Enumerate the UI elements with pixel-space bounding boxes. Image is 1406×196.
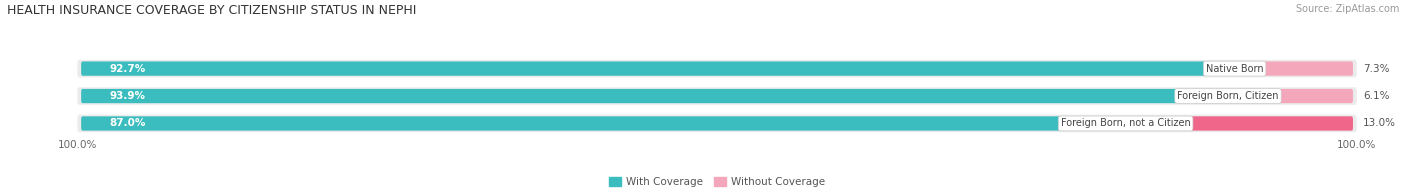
- FancyBboxPatch shape: [82, 62, 1264, 76]
- Legend: With Coverage, Without Coverage: With Coverage, Without Coverage: [605, 173, 830, 191]
- FancyBboxPatch shape: [82, 89, 1278, 103]
- Text: 13.0%: 13.0%: [1364, 118, 1396, 129]
- Text: Foreign Born, not a Citizen: Foreign Born, not a Citizen: [1060, 118, 1191, 129]
- FancyBboxPatch shape: [82, 116, 1191, 131]
- Text: Foreign Born, Citizen: Foreign Born, Citizen: [1177, 91, 1278, 101]
- FancyBboxPatch shape: [77, 60, 1357, 77]
- FancyBboxPatch shape: [1278, 89, 1353, 103]
- Text: 7.3%: 7.3%: [1364, 64, 1389, 74]
- Text: 92.7%: 92.7%: [110, 64, 146, 74]
- Text: HEALTH INSURANCE COVERAGE BY CITIZENSHIP STATUS IN NEPHI: HEALTH INSURANCE COVERAGE BY CITIZENSHIP…: [7, 4, 416, 17]
- FancyBboxPatch shape: [1264, 62, 1353, 76]
- Text: Native Born: Native Born: [1206, 64, 1264, 74]
- Text: 87.0%: 87.0%: [110, 118, 146, 129]
- FancyBboxPatch shape: [1191, 116, 1353, 131]
- Text: 93.9%: 93.9%: [110, 91, 145, 101]
- Text: Source: ZipAtlas.com: Source: ZipAtlas.com: [1295, 4, 1399, 14]
- FancyBboxPatch shape: [77, 115, 1357, 132]
- Text: 6.1%: 6.1%: [1364, 91, 1389, 101]
- FancyBboxPatch shape: [77, 87, 1357, 105]
